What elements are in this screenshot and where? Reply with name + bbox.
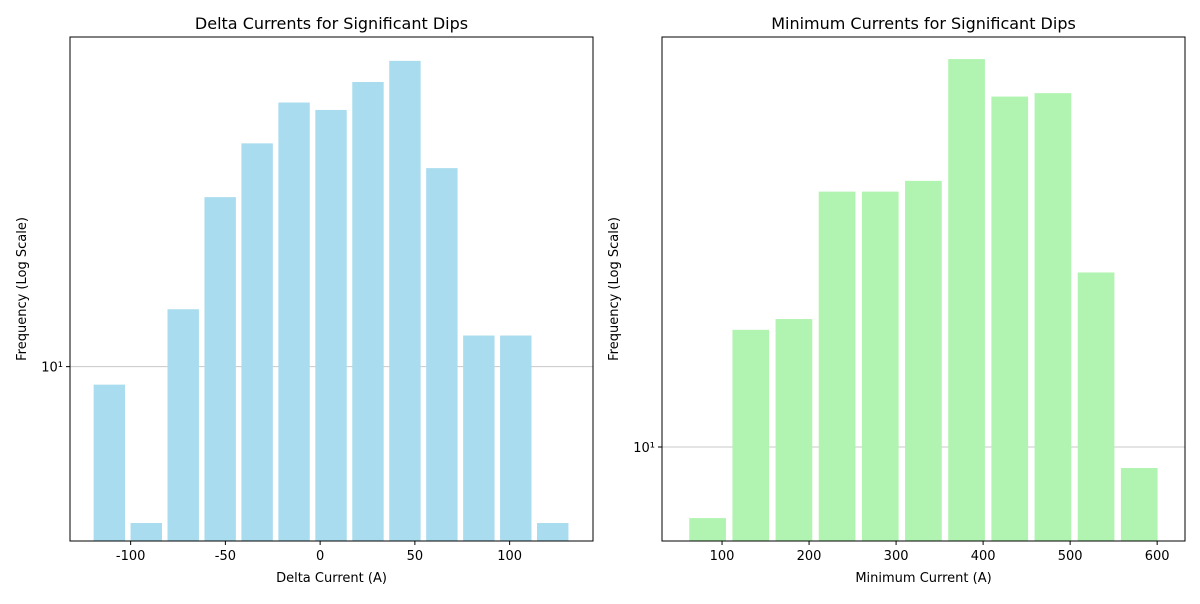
y-axis-label: Frequency (Log Scale) [15, 217, 30, 361]
bar [991, 96, 1029, 542]
bar [1034, 93, 1072, 542]
y-axis-label: Frequency (Log Scale) [607, 217, 622, 361]
bar [204, 197, 236, 541]
bar [389, 60, 421, 541]
bar [463, 335, 495, 541]
bar [93, 384, 126, 541]
bar [130, 523, 162, 541]
bar [948, 59, 985, 541]
x-tick-label: -50 [215, 549, 236, 564]
x-tick-label: 100 [710, 549, 735, 564]
bar [905, 180, 942, 541]
y-tick-label: 10¹ [633, 441, 655, 456]
bar [241, 143, 273, 541]
bar [1077, 272, 1115, 541]
x-axis-label: Minimum Current (A) [855, 571, 991, 586]
bar [818, 191, 856, 541]
x-tick-label: 500 [1058, 549, 1083, 564]
x-axis-label: Delta Current (A) [276, 571, 387, 586]
bar [278, 102, 310, 542]
x-tick-label: 0 [316, 549, 324, 564]
bar [732, 329, 770, 541]
x-tick-label: 100 [497, 549, 522, 564]
bar [167, 309, 199, 541]
bar [537, 523, 569, 541]
x-tick-label: 300 [884, 549, 909, 564]
chart-title: Minimum Currents for Significant Dips [771, 14, 1076, 33]
bar [689, 518, 726, 541]
x-tick-label: 400 [971, 549, 996, 564]
x-tick-label: -100 [116, 549, 146, 564]
bar [861, 191, 899, 541]
bar [1120, 467, 1158, 541]
x-tick-label: 50 [407, 549, 424, 564]
x-tick-label: 600 [1145, 549, 1170, 564]
bar [500, 335, 532, 541]
axes-frame [661, 36, 1186, 542]
bar [352, 82, 384, 542]
bar [775, 319, 813, 541]
bar [315, 109, 347, 541]
x-tick-label: 200 [797, 549, 822, 564]
axes-frame [69, 36, 594, 542]
bar [426, 168, 458, 542]
y-tick-label: 10¹ [41, 361, 63, 376]
chart-title: Delta Currents for Significant Dips [195, 14, 468, 33]
